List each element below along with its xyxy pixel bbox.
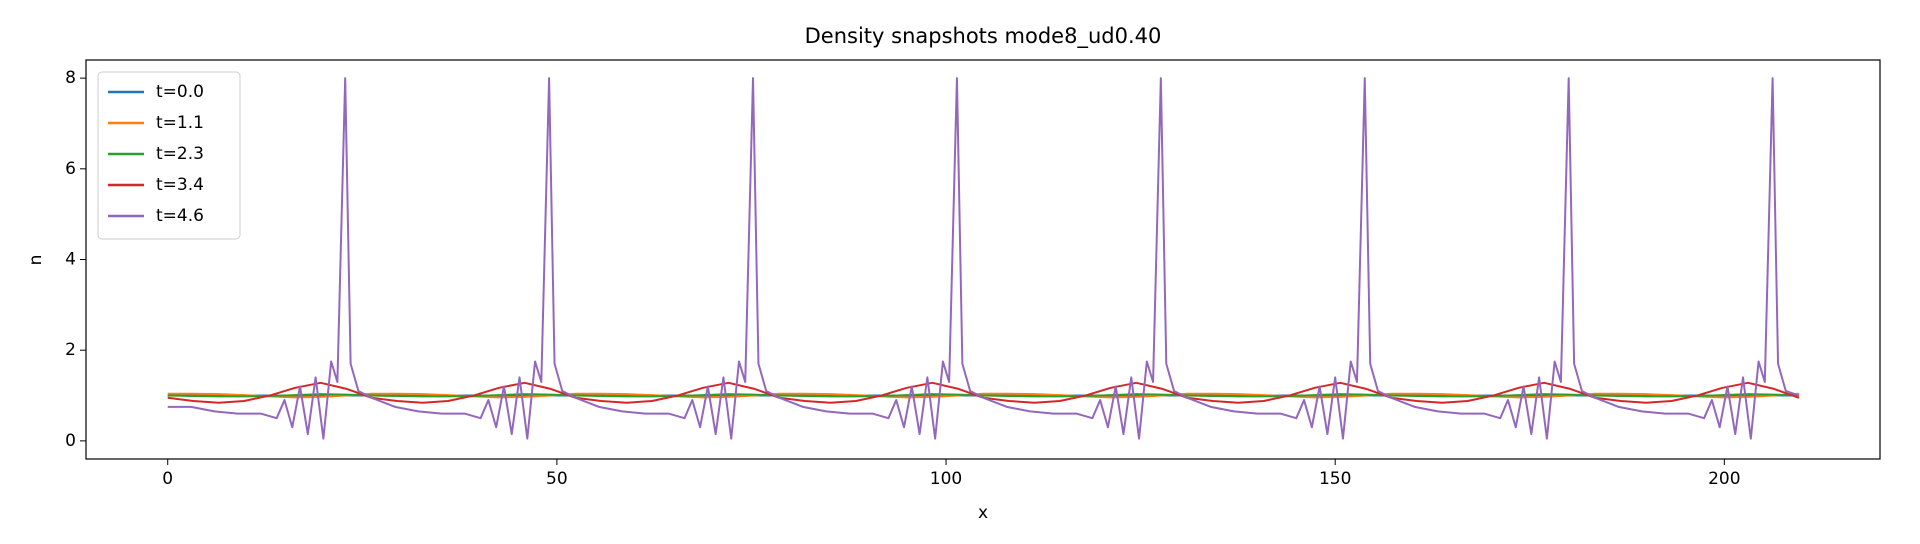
data-line	[167, 77, 1800, 440]
x-tick-label: 200	[1708, 469, 1740, 489]
y-tick-label: 4	[65, 250, 76, 270]
x-tick-label: 100	[930, 469, 962, 489]
y-axis-label: n	[26, 255, 46, 266]
plot-frame	[85, 59, 1881, 460]
y-tick-label: 0	[65, 431, 76, 451]
y-tick-label: 2	[65, 340, 76, 360]
legend-label: t=4.6	[156, 206, 204, 226]
y-tick-label: 8	[65, 68, 76, 88]
chart-title: Density snapshots mode8_ud0.40	[805, 24, 1162, 49]
data-line	[167, 392, 1800, 399]
legend-label: t=3.4	[156, 175, 204, 195]
legend-label: t=2.3	[156, 144, 204, 164]
legend-box	[97, 71, 241, 240]
x-axis-label: x	[978, 503, 988, 523]
x-tick-label: 150	[1319, 469, 1351, 489]
y-tick-label: 6	[65, 159, 76, 179]
legend-label: t=0.0	[156, 82, 204, 102]
x-tick-label: 50	[546, 469, 568, 489]
data-line	[167, 393, 1800, 398]
x-tick-label: 0	[162, 469, 173, 489]
legend-label: t=1.1	[156, 113, 204, 133]
